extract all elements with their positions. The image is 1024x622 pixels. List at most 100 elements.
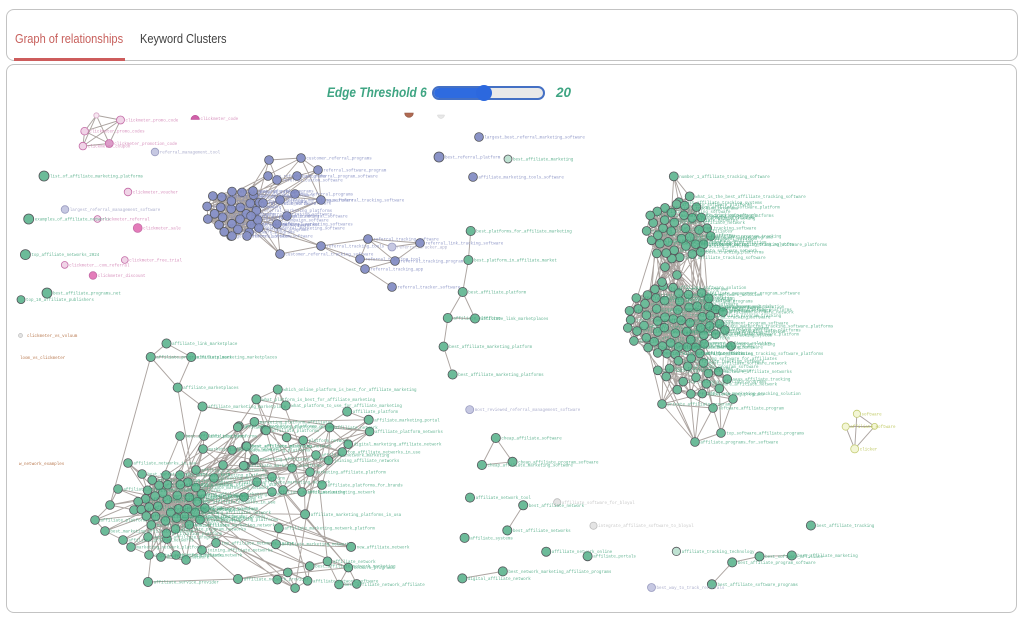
svg-text:best_affiliate_tracking_softwa: best_affiliate_tracking_software [684, 359, 765, 364]
svg-text:best_affiliate_marketing_netwo: best_affiliate_marketing_network [207, 492, 288, 497]
svg-text:platform_networks: platform_networks [181, 554, 224, 559]
svg-text:affiliate_marketing_tracking_s: affiliate_marketing_tracking_software_pl… [709, 243, 828, 248]
svg-text:clickmeter_code: clickmeter_code [201, 117, 239, 122]
svg-text:marketing_network_platform: marketing_network_platform [193, 507, 259, 512]
svg-text:affiliate_network: affiliate_network [333, 560, 376, 565]
svg-text:best_affiliate_platform: best_affiliate_platform [468, 291, 526, 296]
svg-text:software: software [862, 412, 883, 417]
svg-text:referral_program_software: referral_program_software [237, 190, 300, 195]
svg-text:cheap_affiliate_program_softwa: cheap_affiliate_program_software [518, 460, 599, 465]
svg-text:referral_program_tracking: referral_program_tracking [256, 215, 319, 220]
svg-text:cheap_affiliate_software: cheap_affiliate_software [501, 437, 562, 442]
svg-text:best_marketing_affiliate_platf: best_marketing_affiliate_platform [110, 530, 193, 535]
svg-text:best_affiliate_tracking_softwa: best_affiliate_tracking_software [685, 256, 766, 261]
svg-text:software_affiliate_network: software_affiliate_network [712, 382, 778, 387]
svg-text:affiliate_networks_in_use: affiliate_networks_in_use [133, 462, 196, 467]
svg-text:marketing_affiliates_network: marketing_affiliates_network [260, 457, 331, 462]
svg-text:tracking_software_for_affiliat: tracking_software_for_affiliates [697, 357, 778, 362]
svg-text:best_referral_software: best_referral_software [259, 194, 315, 199]
svg-text:affiliate_tracking_programs: affiliate_tracking_programs [685, 300, 753, 305]
svg-text:customer_referral_programs: customer_referral_programs [306, 157, 372, 162]
svg-text:clicker: clicker [860, 447, 878, 452]
svg-text:joining_affiliate_networks: joining_affiliate_networks [207, 549, 273, 554]
svg-text:w_network_examples: w_network_examples [19, 462, 65, 467]
svg-text:affiliate_network_software: affiliate_network_software [313, 579, 379, 584]
svg-text:affiliate_marketing_platforms: affiliate_marketing_platforms [184, 507, 257, 512]
svg-text:affiliation_platform: affiliation_platform [172, 532, 223, 537]
svg-text:affiliate_program_marketplaces: affiliate_program_marketplaces [156, 356, 232, 361]
svg-text:top_10_affiliate_publishers: top_10_affiliate_publishers [26, 298, 94, 303]
svg-text:best_affiliate_marketing: best_affiliate_marketing [513, 158, 574, 163]
svg-text:which_online_platform_is_best_: which_online_platform_is_best_for_affili… [283, 388, 417, 393]
svg-text:marketing_affiliates_network: marketing_affiliates_network [201, 511, 272, 516]
svg-text:best_tracking_platforms: best_tracking_platforms [675, 367, 733, 372]
svg-text:referral_marketing_softwares: referral_marketing_softwares [282, 223, 353, 228]
svg-text:best_affiliate_programs_net: best_affiliate_programs_net [53, 292, 121, 297]
svg-text:best_affiliate_network_marketi: best_affiliate_network_marketing [315, 565, 396, 570]
svg-text:affiliate_marketing_platforms_: affiliate_marketing_platforms_in_usa [244, 425, 335, 430]
svg-text:affiliate_software_solution: affiliate_software_solution [679, 286, 747, 291]
svg-text:what_is_the_best_affiliate_tra: what_is_the_best_affiliate_tracking_soft… [695, 195, 806, 200]
svg-text:best_tracking_platforms: best_tracking_platforms [706, 250, 764, 255]
svg-text:referral_custom_software: referral_custom_software [282, 179, 343, 184]
svg-text:best_affiliate_networks: best_affiliate_networks [513, 529, 571, 534]
svg-text:referral_tracker_software: referral_tracker_software [397, 286, 460, 291]
svg-text:referral_management_tool: referral_management_tool [160, 151, 221, 156]
svg-text:affiliate_program_tracking_sof: affiliate_program_tracking_software [668, 227, 756, 232]
svg-text:referral_software_programs: referral_software_programs [243, 228, 309, 233]
svg-text:best_referral_software: best_referral_software [237, 222, 293, 227]
svg-text:best_referral_marketing_softwa: best_referral_marketing_software [218, 195, 299, 200]
svg-text:best_affiliate_marketing_platf: best_affiliate_marketing_platforms [458, 373, 544, 378]
svg-text:tracking_management_solution: tracking_management_solution [703, 305, 774, 310]
svg-text:referral_system_software: referral_system_software [252, 235, 313, 240]
svg-text:affiliate_tracking_software: affiliate_tracking_software [663, 210, 731, 215]
svg-text:referral_software_programs: referral_software_programs [230, 230, 296, 235]
svg-text:affiliate_marketing_network: affiliate_marketing_network [262, 481, 330, 486]
svg-text:referral_link_tracking_softwar: referral_link_tracking_software [425, 242, 503, 247]
svg-text:software_affiliates: software_affiliates [707, 216, 755, 221]
svg-text:affiliate_marketing_network: affiliate_marketing_network [282, 543, 350, 548]
svg-text:tracking_software_for_affiliat: tracking_software_for_affiliates [672, 352, 753, 357]
svg-text:affiliate_tracking_programs: affiliate_tracking_programs [660, 288, 728, 293]
svg-text:referral_campaign_software: referral_campaign_software [263, 219, 329, 224]
svg-text:affiliate_tracking_software: affiliate_tracking_software [689, 214, 757, 219]
svg-text:affiliate_program_networks: affiliate_program_networks [201, 469, 267, 474]
svg-text:affiliate_software_platforms: affiliate_software_platforms [682, 203, 753, 208]
svg-text:best_tracking_platforms: best_tracking_platforms [691, 245, 749, 250]
svg-text:most_reviewed_referral_managem: most_reviewed_referral_management_softwa… [475, 408, 581, 413]
svg-text:affiliate_marketing_network_pl: affiliate_marketing_network_platform [284, 527, 375, 532]
svg-text:software_affiliate_networks: software_affiliate_networks [724, 370, 792, 375]
svg-text:clickmeter_referral: clickmeter_referral [102, 218, 150, 223]
svg-text:affiliate_program_networks: affiliate_program_networks [158, 479, 224, 484]
svg-text:affiliate_program_software: affiliate_program_software [695, 306, 761, 311]
svg-text:software_affiliates: software_affiliates [663, 330, 711, 335]
svg-text:affiliate_network_platforms: affiliate_network_platforms [153, 489, 221, 494]
svg-text:top_affiliate_marketing_platfo: top_affiliate_marketing_platforms [161, 515, 244, 520]
svg-text:software_affiliates: software_affiliates [654, 346, 702, 351]
svg-text:top_software_affiliate_program: top_software_affiliate_programs [695, 236, 773, 241]
svg-text:affiliate_tracking_system: affiliate_tracking_system [706, 326, 769, 331]
svg-text:best_marketing_affiliate_platf: best_marketing_affiliate_platform [173, 498, 256, 503]
svg-text:marketing_platform_affiliates: marketing_platform_affiliates [157, 524, 230, 529]
svg-text:top_affiliate_software_platfor: top_affiliate_software_platform [702, 206, 780, 211]
svg-text:top_affiliate_marketing_platfo: top_affiliate_marketing_platforms [185, 474, 268, 479]
svg-text:affiliate_marketing_tracking_s: affiliate_marketing_tracking_software_pl… [635, 309, 754, 314]
svg-text:affiliate_marketing_network: affiliate_marketing_network [201, 486, 269, 491]
svg-text:what_platform_to_use_for_affil: what_platform_to_use_for_affiliate_marke… [291, 404, 402, 409]
svg-text:referral_campaign_software: referral_campaign_software [213, 205, 279, 210]
svg-text:affiliate_marketing_tracking_s: affiliate_marketing_tracking_software_pl… [705, 352, 824, 357]
svg-text:best_affiliate_marketing_netwo: best_affiliate_marketing_network [195, 523, 276, 528]
svg-text:best_affiliate_program_softwar: best_affiliate_program_software [738, 561, 816, 566]
svg-text:affiliate_software_platforms: affiliate_software_platforms [653, 294, 724, 299]
svg-text:affiliate_tracking_platforms: affiliate_tracking_platforms [663, 234, 734, 239]
svg-text:best_affiliate_marketing: best_affiliate_marketing [797, 554, 858, 559]
svg-text:app_referral_programs: app_referral_programs [273, 175, 326, 180]
svg-text:best_software_affiliate: best_software_affiliate [765, 555, 823, 560]
svg-text:top_affiliate_networks_2024: top_affiliate_networks_2024 [31, 253, 99, 258]
svg-text:affiliate_marketing_tracking_s: affiliate_marketing_tracking_solution [701, 243, 794, 248]
svg-text:software_affiliate_network: software_affiliate_network [680, 221, 746, 226]
svg-text:affiliate_link_marketplaces: affiliate_link_marketplaces [481, 317, 549, 322]
svg-text:affiliate_service_provider: affiliate_service_provider [154, 581, 220, 586]
svg-text:affiliate_marketing_platforms: affiliate_marketing_platforms [237, 449, 310, 454]
svg-text:affiliate_tracking_software: affiliate_tracking_software [643, 330, 711, 335]
